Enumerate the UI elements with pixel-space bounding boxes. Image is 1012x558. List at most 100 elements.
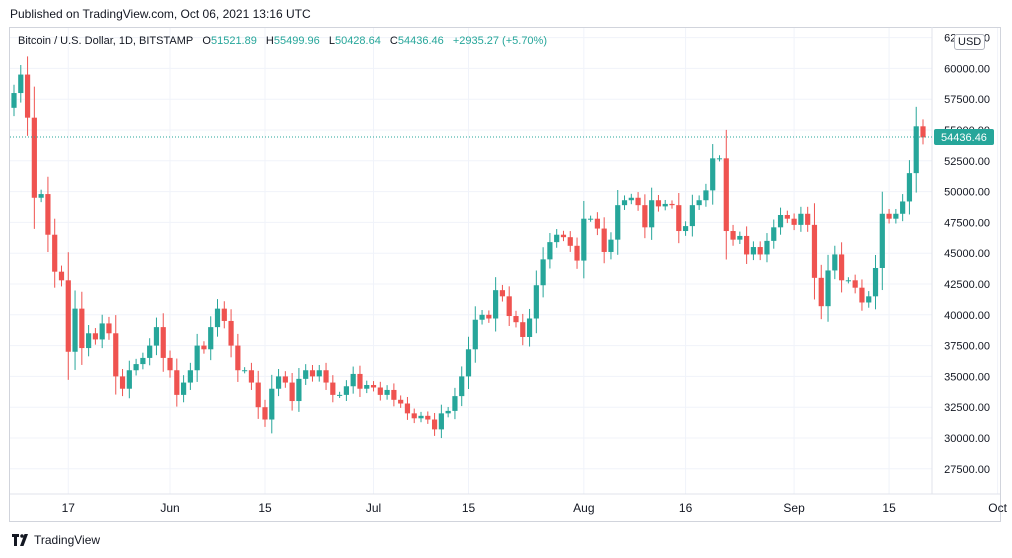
candle-body[interactable] — [621, 200, 628, 206]
candle-body[interactable] — [384, 389, 390, 395]
candle-body[interactable] — [588, 218, 594, 220]
candle-body[interactable] — [58, 271, 65, 281]
candle-body[interactable] — [479, 314, 485, 320]
candle-body[interactable] — [689, 205, 695, 227]
candle-body[interactable] — [38, 194, 44, 198]
candle-body[interactable] — [676, 205, 682, 232]
candle-body[interactable] — [560, 234, 567, 238]
candle-body[interactable] — [791, 218, 797, 225]
candle-body[interactable] — [845, 280, 851, 282]
candle-body[interactable] — [370, 385, 377, 388]
candle-body[interactable] — [275, 376, 282, 389]
candle-body[interactable] — [900, 201, 906, 214]
candle-body[interactable] — [601, 228, 607, 252]
candle-body[interactable] — [838, 254, 845, 281]
candle-body[interactable] — [289, 382, 295, 402]
candle-body[interactable] — [248, 370, 255, 383]
candle-body[interactable] — [757, 247, 763, 255]
candle-body[interactable] — [682, 226, 689, 232]
candle-body[interactable] — [52, 234, 58, 272]
candle-body[interactable] — [520, 322, 526, 337]
candle-body[interactable] — [866, 296, 872, 303]
candle-body[interactable] — [119, 376, 126, 389]
candle-body[interactable] — [465, 349, 472, 377]
candle-body[interactable] — [879, 213, 885, 268]
candle-body[interactable] — [31, 117, 37, 198]
candle-body[interactable] — [316, 370, 322, 377]
currency-button[interactable]: USD — [954, 34, 986, 50]
candle-body[interactable] — [452, 396, 458, 411]
candle-body[interactable] — [431, 419, 438, 430]
candle-body[interactable] — [818, 277, 824, 307]
candle-body[interactable] — [594, 218, 600, 229]
candle-body[interactable] — [45, 194, 51, 235]
candle-body[interactable] — [65, 280, 71, 352]
candle-body[interactable] — [282, 376, 288, 383]
candle-body[interactable] — [499, 290, 506, 297]
candle-body[interactable] — [906, 173, 913, 202]
candle-body[interactable] — [133, 364, 139, 371]
candle-body[interactable] — [750, 247, 757, 255]
candle-body[interactable] — [635, 197, 641, 206]
candle-body[interactable] — [574, 245, 580, 261]
candle-body[interactable] — [309, 370, 316, 377]
candle-body[interactable] — [255, 382, 261, 408]
candle-body[interactable] — [377, 387, 383, 395]
candle-body[interactable] — [404, 403, 411, 414]
chart-frame[interactable] — [9, 27, 1001, 522]
candle-body[interactable] — [798, 213, 804, 225]
candle-body[interactable] — [24, 74, 31, 118]
candle-body[interactable] — [391, 389, 397, 400]
candle-body[interactable] — [459, 376, 465, 397]
candle-body[interactable] — [703, 190, 709, 201]
candle-body[interactable] — [913, 126, 919, 174]
candle-body[interactable] — [716, 158, 723, 160]
candle-body[interactable] — [18, 74, 24, 94]
candle-body[interactable] — [221, 308, 227, 321]
candle-body[interactable] — [567, 237, 573, 246]
candle-body[interactable] — [411, 413, 417, 419]
candle-body[interactable] — [364, 385, 370, 389]
candle-body[interactable] — [696, 200, 702, 206]
candle-body[interactable] — [398, 399, 404, 404]
candle-body[interactable] — [825, 270, 831, 307]
candle-body[interactable] — [187, 370, 193, 383]
candle-body[interactable] — [303, 370, 309, 379]
candle-body[interactable] — [533, 285, 539, 319]
candle-body[interactable] — [228, 320, 234, 346]
candle-body[interactable] — [581, 218, 587, 261]
candle-body[interactable] — [180, 382, 187, 395]
candle-body[interactable] — [486, 314, 492, 319]
candle-body[interactable] — [554, 234, 560, 243]
candle-body[interactable] — [445, 410, 451, 414]
candle-body[interactable] — [615, 205, 621, 240]
candle-body[interactable] — [628, 197, 634, 201]
candle-body[interactable] — [493, 290, 499, 319]
candle-body[interactable] — [506, 296, 512, 317]
candle-body[interactable] — [608, 239, 614, 252]
candle-body[interactable] — [147, 345, 153, 358]
candle-body[interactable] — [201, 345, 207, 350]
candle-body[interactable] — [764, 240, 770, 255]
candle-body[interactable] — [547, 242, 553, 260]
candle-body[interactable] — [649, 200, 655, 228]
candle-body[interactable] — [208, 327, 214, 350]
candle-body[interactable] — [194, 345, 200, 371]
candle-body[interactable] — [811, 224, 818, 278]
candle-body[interactable] — [11, 93, 17, 108]
candle-body[interactable] — [737, 235, 743, 240]
candle-body[interactable] — [472, 319, 478, 350]
candle-body[interactable] — [126, 370, 132, 389]
candle-body[interactable] — [86, 333, 92, 349]
candle-body[interactable] — [513, 316, 519, 323]
candle-body[interactable] — [330, 382, 336, 395]
candle-body[interactable] — [343, 386, 349, 395]
candle-body[interactable] — [99, 323, 105, 340]
candle-body[interactable] — [777, 215, 784, 228]
candle-body[interactable] — [669, 203, 675, 206]
candle-body[interactable] — [296, 378, 302, 402]
candle-body[interactable] — [357, 373, 363, 389]
candle-body[interactable] — [92, 333, 99, 340]
candle-body[interactable] — [859, 287, 865, 303]
candle-body[interactable] — [438, 413, 444, 430]
